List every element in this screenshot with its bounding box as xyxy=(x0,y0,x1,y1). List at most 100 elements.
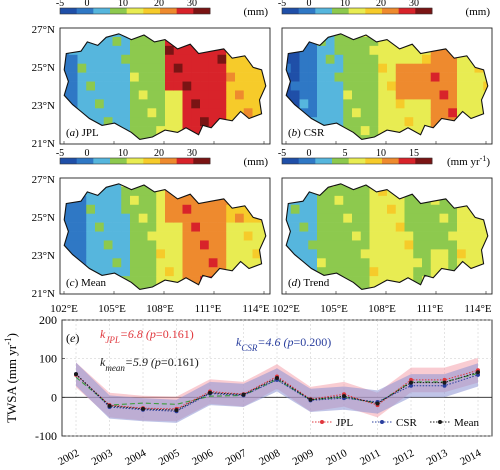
grid-cell xyxy=(95,240,105,250)
grid-cell xyxy=(378,186,388,197)
grid-cell xyxy=(334,63,344,73)
grid-cell xyxy=(325,195,335,206)
grid-cell xyxy=(343,267,353,277)
colorbar-tick-label: -5 xyxy=(278,0,286,9)
grid-cell xyxy=(360,63,370,73)
grid-cell xyxy=(112,99,122,109)
grid-cell xyxy=(130,186,140,197)
grid-cell xyxy=(191,213,201,223)
grid-cell xyxy=(448,213,458,223)
grid-cell xyxy=(343,249,353,259)
grid-cell xyxy=(208,81,218,91)
grid-cell xyxy=(387,249,397,259)
grid-cell xyxy=(130,72,140,82)
grid-cell xyxy=(387,258,397,268)
grid-cell xyxy=(121,240,131,250)
colorbar-segment xyxy=(60,158,78,164)
grid-cell xyxy=(413,72,423,82)
data-point-mean xyxy=(342,394,346,399)
grid-cell xyxy=(217,99,227,109)
grid-cell xyxy=(191,222,201,232)
colorbar-segment xyxy=(332,158,350,164)
grid-cell xyxy=(112,204,122,214)
grid-cell xyxy=(352,195,362,206)
grid-cell xyxy=(147,90,157,100)
grid-cell xyxy=(483,231,488,241)
grid-cell xyxy=(439,231,449,241)
grid-cell xyxy=(317,72,327,82)
grid-cell xyxy=(138,126,148,136)
grid-cell xyxy=(208,249,218,259)
grid-cell xyxy=(448,249,458,259)
grid-cell xyxy=(173,249,183,259)
grid-cell xyxy=(103,267,113,277)
grid-cell xyxy=(308,99,318,109)
grid-cell xyxy=(121,267,131,277)
grid-cell xyxy=(404,54,414,64)
grid-cell xyxy=(352,213,362,223)
grid-cell xyxy=(352,258,362,268)
grid-cell xyxy=(413,231,423,241)
grid-cell xyxy=(165,204,175,214)
grid-cell xyxy=(243,108,253,118)
grid-cell xyxy=(191,249,201,259)
grid-cell xyxy=(395,108,405,118)
grid-cell xyxy=(352,276,362,286)
grid-cell xyxy=(95,267,105,277)
map-panel-b: -5 0 10 20 30 (mm) (b) CSR xyxy=(278,0,493,145)
grid-cell xyxy=(334,249,344,259)
grid-cell xyxy=(261,81,266,91)
grid-cell xyxy=(360,72,370,82)
grid-cell xyxy=(290,72,300,82)
legend-label: JPL xyxy=(336,417,353,429)
grid-cell xyxy=(334,183,344,188)
longitude-label: 102°E xyxy=(272,303,300,315)
grid-cell xyxy=(147,213,157,223)
grid-cell xyxy=(290,90,300,100)
grid-cell xyxy=(308,204,318,214)
grid-cell xyxy=(68,222,78,232)
grid-cell xyxy=(68,63,78,73)
grid-cell xyxy=(457,231,467,241)
grid-cell xyxy=(360,81,370,91)
grid-cell xyxy=(130,36,140,47)
grid-cell xyxy=(334,54,344,64)
latitude-label: 23°N xyxy=(32,100,55,112)
grid-cell xyxy=(208,240,218,250)
grid-cell xyxy=(112,108,122,118)
grid-cell xyxy=(360,54,370,64)
grid-cell xyxy=(200,72,210,82)
grid-cell xyxy=(121,249,131,259)
grid-cell xyxy=(317,63,327,73)
grid-cell xyxy=(182,54,192,64)
grid-cell xyxy=(334,117,344,127)
grid-cell xyxy=(430,117,440,127)
y-tick-label: -100 xyxy=(35,429,57,443)
colorbar-tick-label: 30 xyxy=(409,0,419,9)
longitude-label: 108°E xyxy=(368,303,396,315)
grid-cell xyxy=(156,81,166,91)
colorbar-frame xyxy=(59,7,211,15)
grid-cell xyxy=(290,240,300,250)
x-tick-label: 2014 xyxy=(458,447,483,468)
grid-cell xyxy=(156,186,166,197)
grid-cell xyxy=(422,231,432,241)
grid-cell xyxy=(352,204,362,214)
colorbar-tick-label: -5 xyxy=(56,148,64,159)
grid-cell xyxy=(308,54,318,64)
grid-cell xyxy=(325,108,335,118)
grid-cell xyxy=(226,99,236,109)
grid-cell xyxy=(378,45,388,56)
grid-cell xyxy=(352,267,362,277)
data-point-mean xyxy=(308,397,313,402)
grid-cell xyxy=(182,204,192,214)
grid-cell xyxy=(360,213,370,223)
grid-cell xyxy=(286,240,292,250)
grid-cell xyxy=(217,90,227,100)
grid-cell xyxy=(103,72,113,82)
grid-cell xyxy=(138,276,148,286)
grid-cell xyxy=(112,117,122,127)
grid-cell xyxy=(290,231,300,241)
colorbar-tick-label: 20 xyxy=(376,0,386,9)
grid-cell xyxy=(217,81,227,91)
